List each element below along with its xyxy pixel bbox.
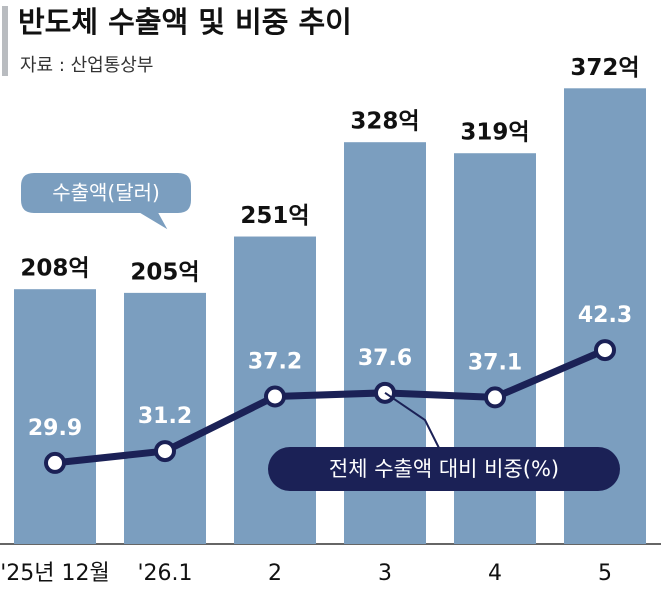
line-point — [594, 339, 616, 362]
line-value-label: 37.1 — [468, 350, 522, 375]
bar-value-label: 251억 — [240, 203, 309, 229]
legend-pill — [268, 447, 620, 491]
line-value-label: 29.9 — [28, 416, 82, 441]
x-tick-label: 5 — [598, 561, 612, 586]
legend-connector — [384, 392, 441, 451]
line-point — [264, 385, 286, 408]
line-value-label: 42.3 — [578, 303, 632, 328]
legend-label: 수출액(달러) — [52, 181, 160, 205]
line-point — [154, 440, 176, 463]
x-tick-label: '26.1 — [137, 561, 192, 586]
bar-value-label: 205억 — [130, 259, 199, 285]
line — [54, 346, 607, 467]
bar-value-label: 328억 — [350, 109, 419, 135]
bar — [124, 292, 206, 544]
chart-subtitle: 자료 : 산업통상부 — [20, 55, 153, 76]
title-accent — [2, 6, 8, 76]
line-value-label: 37.2 — [248, 349, 302, 374]
bar-value-label: 208억 — [20, 256, 89, 282]
bar-value-label: 372억 — [570, 55, 639, 81]
x-tick-label: '25년 12월 — [0, 561, 110, 586]
bar-value-label: 319억 — [460, 120, 529, 146]
line-point — [484, 386, 506, 409]
x-tick-label: 4 — [488, 561, 502, 586]
chart-title: 반도체 수출액 및 비중 추이 — [18, 5, 352, 39]
line-value-label: 37.6 — [358, 346, 412, 371]
legend-bubble — [19, 171, 193, 235]
x-tick-label: 2 — [268, 561, 282, 586]
bar — [14, 289, 96, 544]
line-value-label: 31.2 — [138, 404, 192, 429]
legend-label: 전체 수출액 대비 비중(%) — [329, 457, 559, 481]
line-point — [44, 451, 66, 474]
x-tick-label: 3 — [378, 561, 392, 586]
